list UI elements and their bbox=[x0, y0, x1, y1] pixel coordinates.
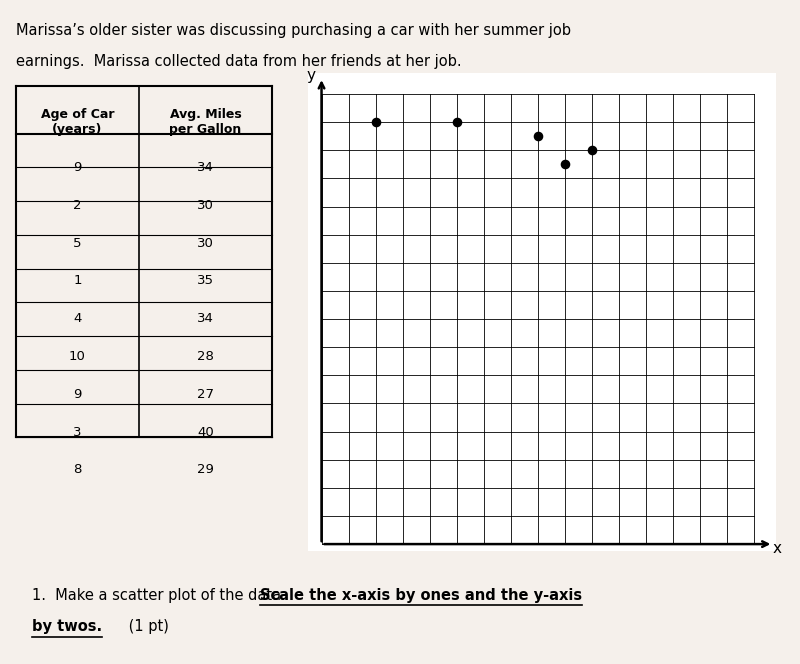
Text: 3: 3 bbox=[73, 426, 82, 439]
Point bbox=[586, 145, 598, 155]
Point bbox=[370, 117, 382, 127]
Text: earnings.  Marissa collected data from her friends at her job.: earnings. Marissa collected data from he… bbox=[16, 54, 462, 70]
Text: 8: 8 bbox=[74, 463, 82, 476]
Text: 4: 4 bbox=[74, 312, 82, 325]
Point bbox=[558, 159, 571, 170]
Point bbox=[450, 117, 463, 127]
Point bbox=[423, 60, 436, 71]
Text: Age of Car
(years): Age of Car (years) bbox=[41, 108, 114, 136]
Text: Scale the x-axis by ones and the y-axis: Scale the x-axis by ones and the y-axis bbox=[260, 588, 582, 603]
Text: y: y bbox=[306, 68, 315, 84]
Text: 1.  Make a scatter plot of the data.: 1. Make a scatter plot of the data. bbox=[32, 588, 290, 603]
Text: 35: 35 bbox=[197, 274, 214, 288]
Text: 30: 30 bbox=[197, 236, 214, 250]
Text: 10: 10 bbox=[69, 350, 86, 363]
Point bbox=[342, 46, 355, 57]
Text: x: x bbox=[773, 540, 782, 556]
Text: 28: 28 bbox=[197, 350, 214, 363]
Text: 30: 30 bbox=[197, 199, 214, 212]
Text: Marissa’s older sister was discussing purchasing a car with her summer job: Marissa’s older sister was discussing pu… bbox=[16, 23, 571, 39]
Text: 34: 34 bbox=[197, 312, 214, 325]
Text: 27: 27 bbox=[197, 388, 214, 401]
Text: 5: 5 bbox=[73, 236, 82, 250]
Text: by twos.: by twos. bbox=[32, 619, 102, 634]
Point bbox=[531, 131, 544, 141]
Text: Avg. Miles
per Gallon: Avg. Miles per Gallon bbox=[170, 108, 242, 136]
Text: 29: 29 bbox=[197, 463, 214, 476]
Text: 40: 40 bbox=[197, 426, 214, 439]
Text: 34: 34 bbox=[197, 161, 214, 174]
Text: 1: 1 bbox=[73, 274, 82, 288]
Text: 9: 9 bbox=[74, 161, 82, 174]
Text: 9: 9 bbox=[74, 388, 82, 401]
Point bbox=[558, 60, 571, 71]
Text: 2: 2 bbox=[73, 199, 82, 212]
Text: (1 pt): (1 pt) bbox=[124, 619, 169, 634]
